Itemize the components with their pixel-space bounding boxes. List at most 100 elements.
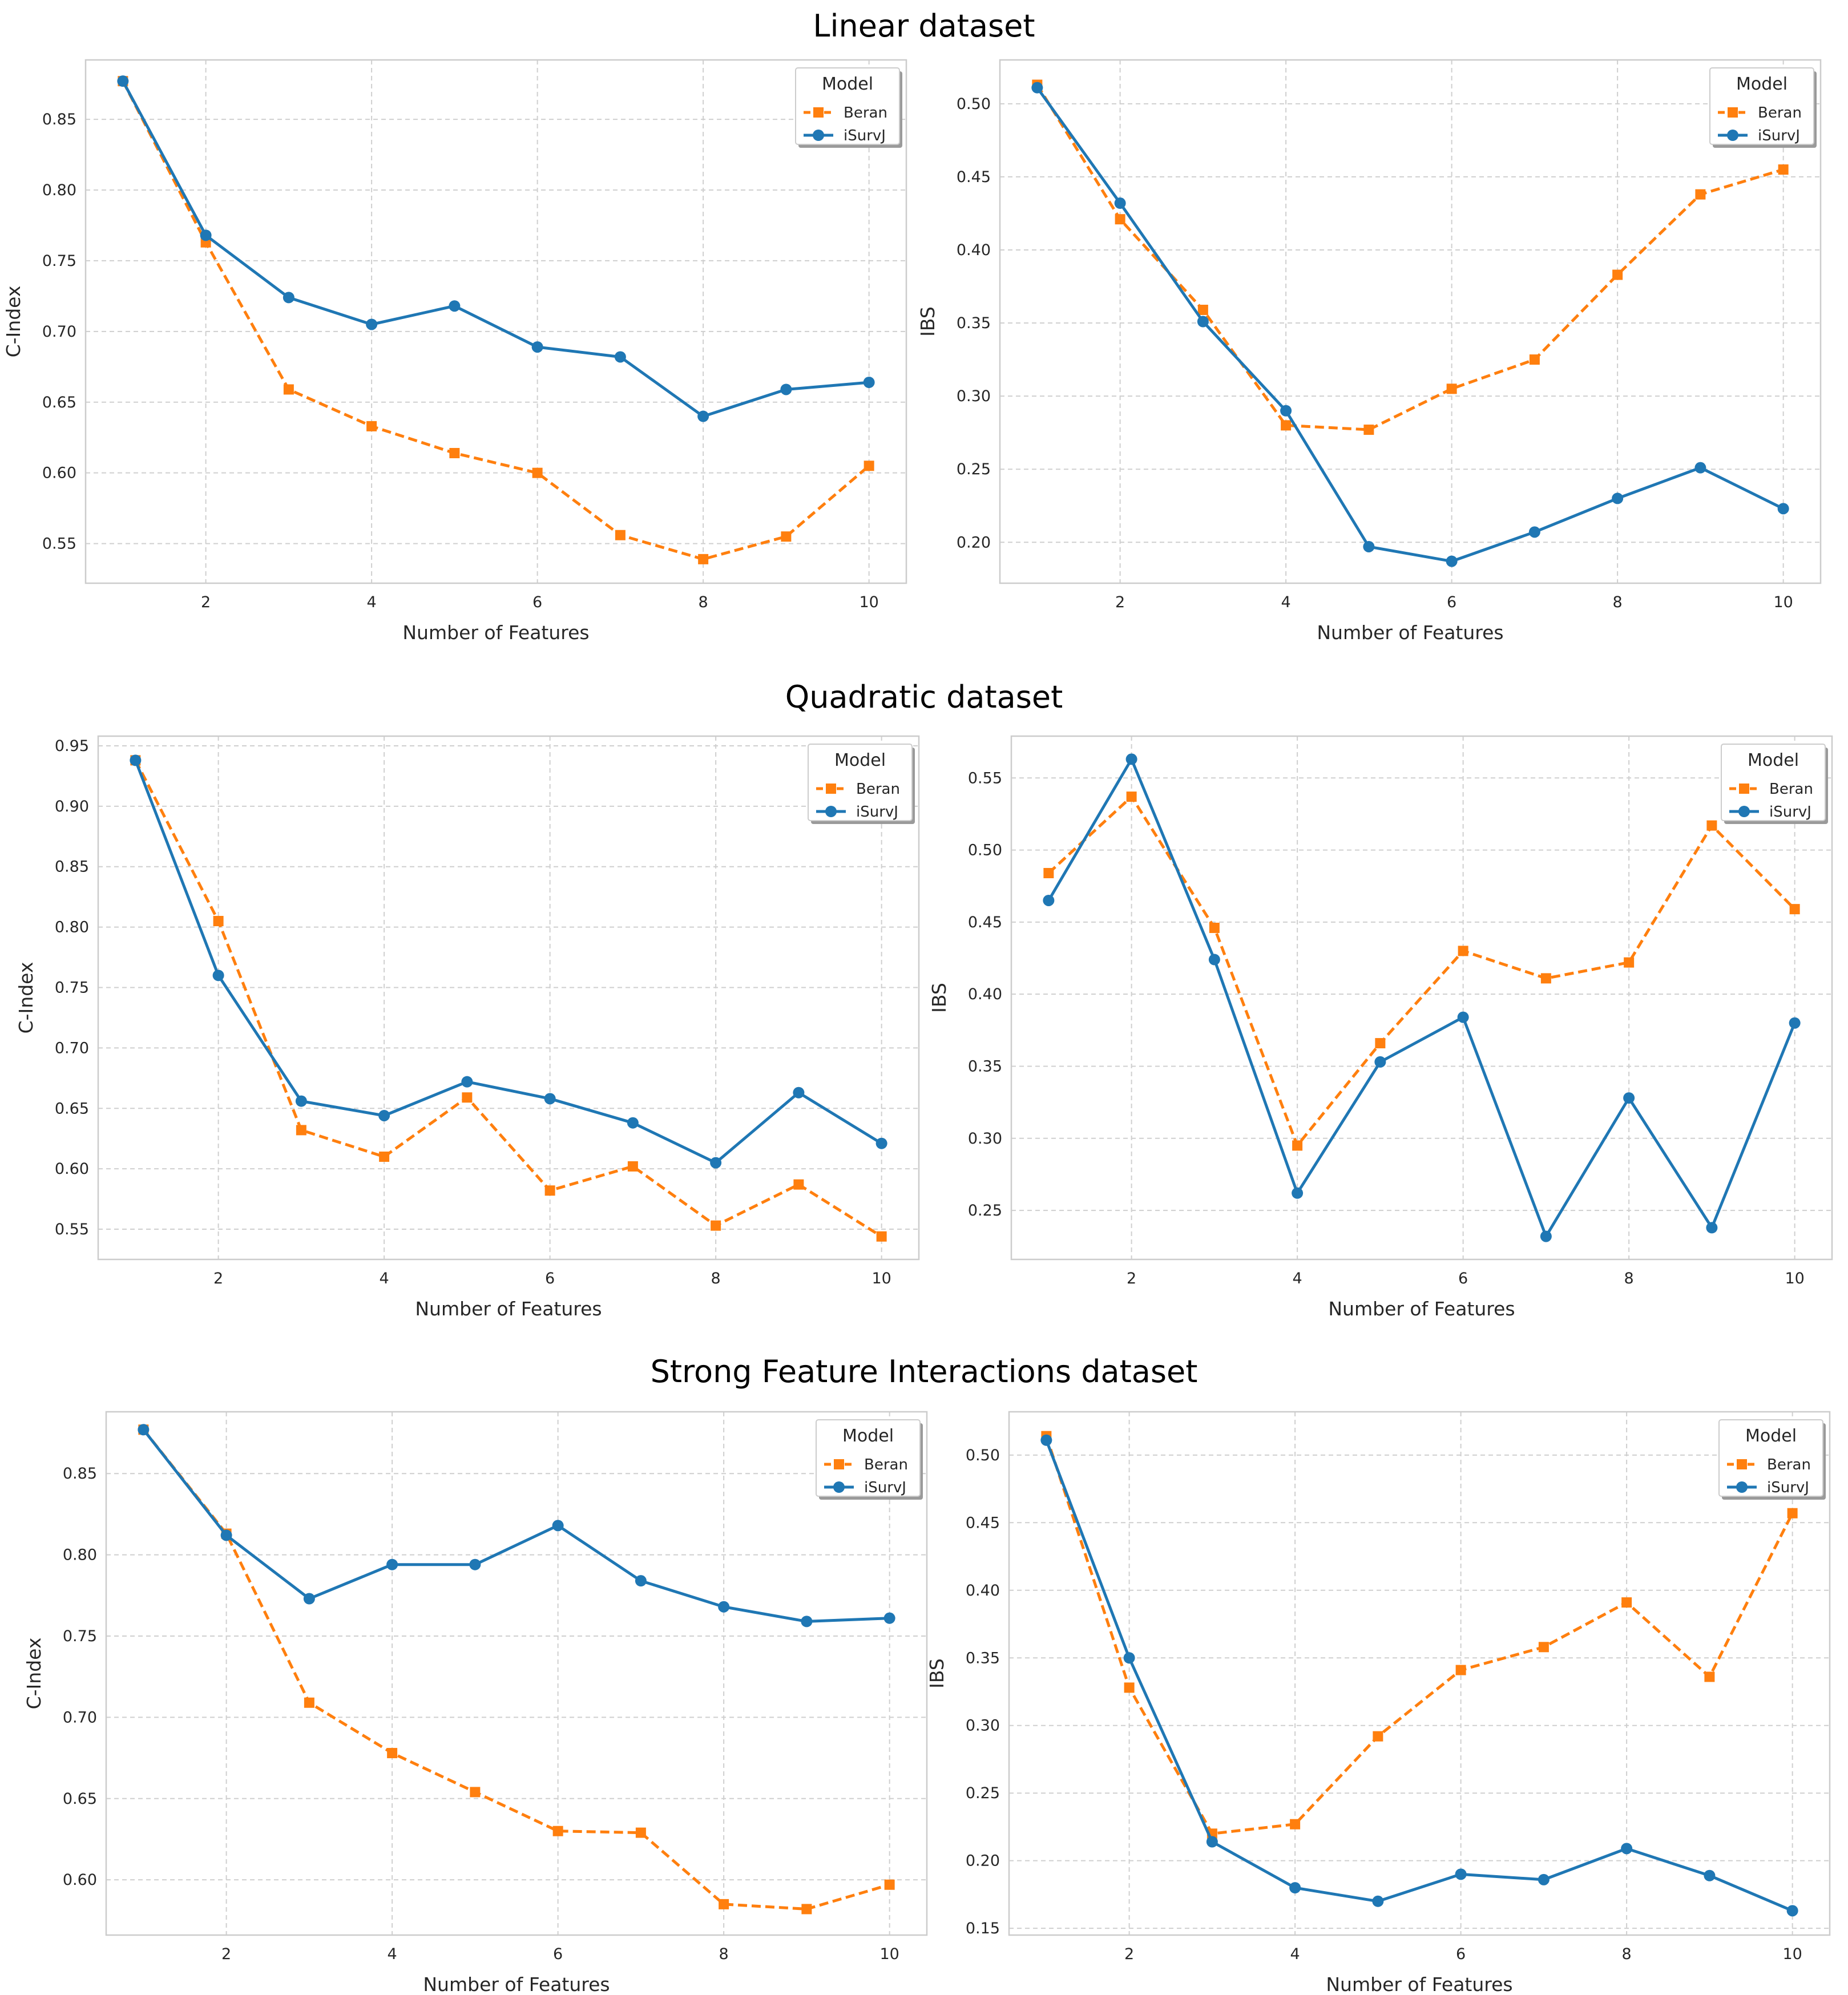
data-point-isurvj	[200, 229, 212, 241]
y-tick-label: 0.65	[55, 1100, 89, 1117]
data-point-beran	[711, 1220, 721, 1231]
y-tick-label: 0.35	[957, 314, 991, 332]
data-point-beran	[698, 554, 709, 564]
y-tick-label: 0.75	[55, 979, 89, 996]
legend-label-isurvj: iSurvJ	[1758, 127, 1800, 144]
data-point-isurvj	[449, 300, 461, 312]
legend-marker-beran	[1739, 784, 1749, 794]
legend-marker-isurvj	[1738, 806, 1750, 817]
data-point-isurvj	[1455, 1868, 1467, 1880]
data-point-beran	[1455, 1665, 1466, 1675]
legend: Model Beran iSurvJ	[808, 744, 915, 824]
data-point-beran	[1281, 420, 1292, 431]
y-tick-label: 0.30	[957, 387, 991, 405]
y-tick-label: 0.65	[42, 394, 76, 411]
data-point-isurvj	[469, 1558, 481, 1570]
data-point-isurvj	[1043, 894, 1055, 906]
data-point-isurvj	[378, 1109, 390, 1121]
data-point-beran	[876, 1231, 887, 1242]
data-point-beran	[1292, 1140, 1303, 1151]
y-tick-label: 0.60	[55, 1160, 89, 1178]
legend-box	[1709, 67, 1814, 145]
subplot-1-1: 2 4 6 8 10 0.25 0.30 0.35 0.40 0.45 0.50 0.55 Number…	[928, 735, 1833, 1320]
x-tick-label: 2	[213, 1270, 223, 1287]
y-tick-label: 0.30	[968, 1130, 1002, 1148]
data-point-isurvj	[212, 970, 224, 982]
data-point-beran	[1612, 269, 1623, 280]
data-point-isurvj	[1538, 1873, 1550, 1885]
y-tick-label: 0.55	[42, 535, 76, 553]
data-point-isurvj	[1372, 1895, 1384, 1907]
y-tick-label: 0.70	[55, 1039, 89, 1057]
data-point-beran	[801, 1904, 812, 1915]
data-point-isurvj	[1623, 1092, 1635, 1104]
data-point-beran	[615, 530, 626, 540]
legend: Model Beran iSurvJ	[1709, 67, 1817, 148]
y-tick-label: 0.50	[966, 1447, 1000, 1464]
y-tick-label: 0.25	[957, 461, 991, 478]
data-point-beran	[884, 1879, 895, 1890]
y-tick-label: 0.90	[55, 798, 89, 815]
series-line-isurvj	[122, 80, 869, 418]
series-line-isurvj	[1036, 87, 1784, 563]
y-tick-label: 0.40	[966, 1582, 1000, 1600]
data-point-isurvj	[386, 1558, 398, 1570]
subplot-2-1: 2 4 6 8 10 0.15 0.20 0.25 0.30 0.35 0.40 0.45 0.50 Nu…	[926, 1411, 1831, 1995]
data-point-isurvj	[117, 75, 129, 87]
data-point-isurvj	[1528, 526, 1540, 538]
y-tick-label: 0.85	[63, 1465, 97, 1483]
data-point-isurvj	[793, 1087, 805, 1099]
data-point-isurvj	[1123, 1652, 1135, 1664]
section-title-linear: Linear dataset	[813, 8, 1035, 44]
data-point-isurvj	[1621, 1843, 1633, 1855]
y-axis-label: C-Index	[2, 286, 25, 358]
x-tick-label: 2	[1115, 593, 1125, 611]
y-axis-label: C-Index	[23, 1638, 45, 1710]
legend-marker-beran	[826, 784, 836, 794]
data-point-beran	[1126, 791, 1137, 802]
data-point-isurvj	[1040, 1434, 1052, 1446]
data-point-isurvj	[1446, 555, 1458, 567]
y-tick-label: 0.35	[966, 1649, 1000, 1667]
data-point-beran	[1624, 957, 1635, 968]
data-point-isurvj	[1704, 1869, 1716, 1881]
series-line-isurvj	[134, 760, 882, 1165]
y-axis-label: IBS	[928, 983, 950, 1013]
data-point-isurvj	[1125, 753, 1137, 765]
y-tick-label: 0.30	[966, 1717, 1000, 1735]
y-tick-label: 0.80	[42, 181, 76, 199]
x-tick-label: 2	[1127, 1270, 1136, 1287]
data-point-isurvj	[1612, 492, 1624, 504]
legend: Model Beran iSurvJ	[816, 1419, 923, 1500]
data-point-isurvj	[1114, 197, 1126, 209]
y-tick-label: 0.45	[957, 168, 991, 186]
legend-title: Model	[834, 750, 886, 770]
x-tick-label: 2	[1124, 1945, 1134, 1963]
data-point-beran	[1706, 820, 1717, 831]
plot-frame	[1010, 735, 1833, 1261]
data-point-isurvj	[366, 318, 378, 330]
subplot-1-0: 2 4 6 8 10 0.55 0.60 0.65 0.70 0.75 0.80 0.85 0.90 0.…	[15, 735, 920, 1320]
data-point-beran	[1695, 189, 1706, 200]
data-point-isurvj	[531, 341, 543, 353]
data-point-beran	[532, 467, 543, 478]
data-point-isurvj	[863, 377, 875, 389]
plot-area	[1000, 60, 1821, 583]
y-axis-label: IBS	[917, 306, 939, 337]
data-point-isurvj	[1540, 1230, 1552, 1242]
y-tick-label: 0.80	[63, 1546, 97, 1564]
x-tick-label: 6	[553, 1945, 563, 1963]
data-point-isurvj	[718, 1601, 730, 1613]
data-point-beran	[366, 421, 377, 431]
data-point-beran	[304, 1697, 314, 1708]
subplot-0-0: 2 4 6 8 10 0.55 0.60 0.65 0.70 0.75 0.80 0.85 Number…	[2, 59, 907, 644]
data-point-beran	[470, 1787, 481, 1798]
series-line-isurvj	[1045, 1439, 1793, 1912]
data-point-beran	[1124, 1682, 1135, 1693]
data-point-beran	[387, 1748, 398, 1759]
y-tick-label: 0.85	[55, 858, 89, 876]
y-tick-label: 0.60	[63, 1871, 97, 1889]
x-axis-label: Number of Features	[402, 621, 589, 644]
data-point-isurvj	[544, 1093, 556, 1105]
